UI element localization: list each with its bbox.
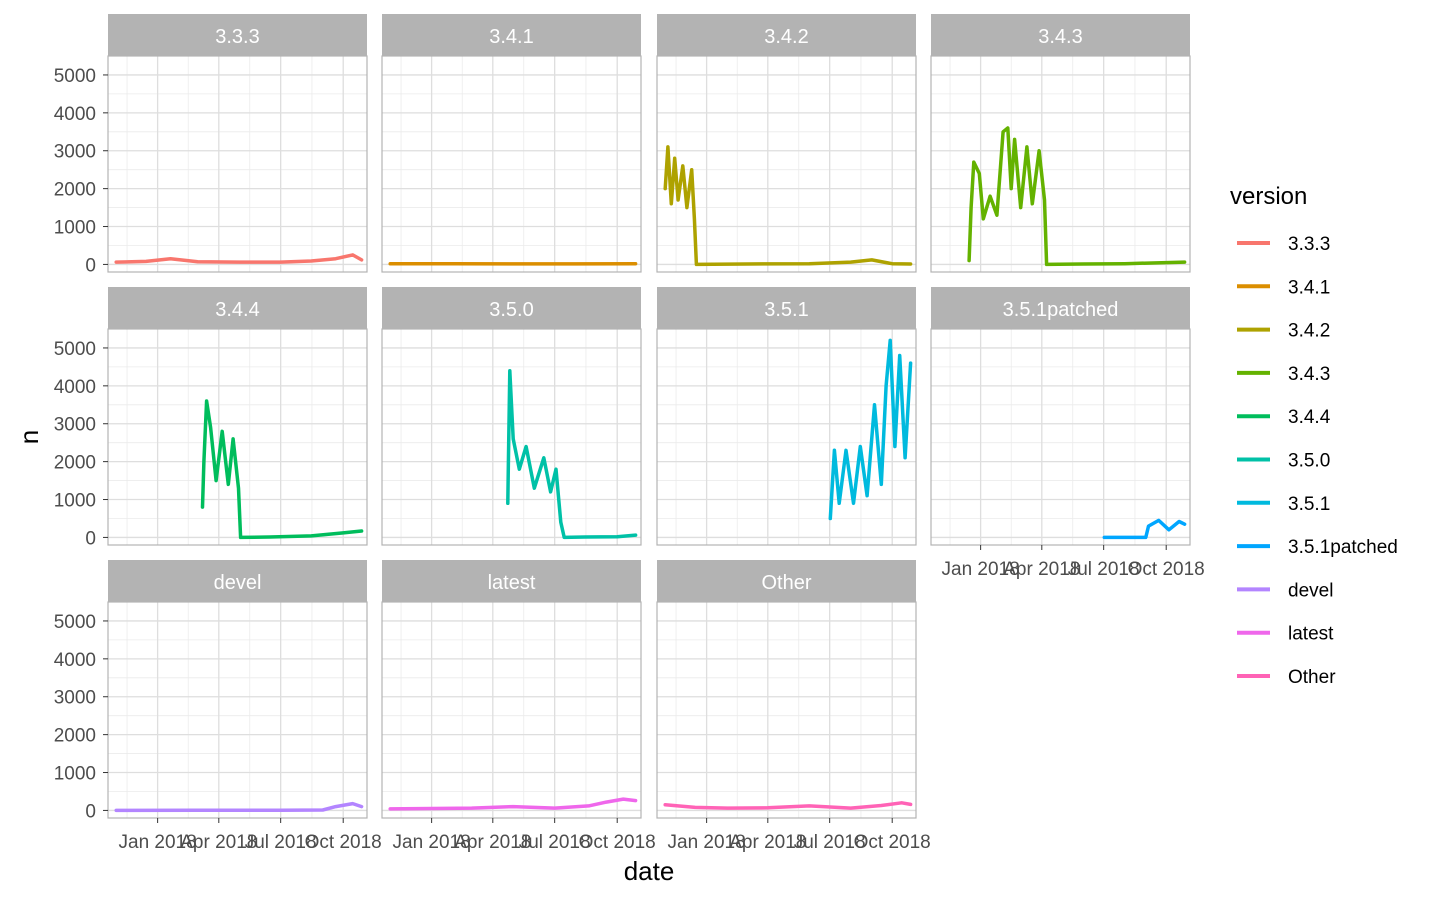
facet-strip-label: Other — [761, 572, 811, 594]
facet-panel: 3.3.3 0 1000 2000 3000 4000 5000 — [54, 14, 367, 276]
x-tick-label: Oct 2018 — [579, 832, 656, 853]
legend-label: 3.4.1 — [1288, 277, 1330, 298]
x-tick-label: Oct 2018 — [854, 832, 931, 853]
legend-title: version — [1230, 183, 1307, 210]
legend-label: 3.5.1patched — [1288, 537, 1398, 558]
facet-strip-label: devel — [214, 572, 262, 594]
y-tick-label: 5000 — [54, 66, 96, 87]
legend-label: 3.4.2 — [1288, 321, 1330, 342]
facet-panel: 3.5.1 — [657, 287, 916, 545]
panel-background — [108, 329, 367, 545]
y-tick-label: 0 — [85, 255, 96, 276]
legend-label: devel — [1288, 580, 1333, 601]
facet-strip-label: 3.4.3 — [1038, 26, 1082, 48]
legend-item: 3.4.3 — [1237, 364, 1330, 385]
legend-item: devel — [1237, 580, 1333, 601]
x-tick-label: Oct 2018 — [305, 832, 382, 853]
y-tick-label: 0 — [85, 528, 96, 549]
legend-item: latest — [1237, 624, 1334, 645]
facet-strip-label: 3.4.1 — [489, 26, 533, 48]
legend-item: 3.4.1 — [1237, 277, 1330, 298]
facet-panel: 3.4.2 — [657, 14, 916, 272]
x-tick-label: Oct 2018 — [1128, 559, 1205, 580]
y-tick-label: 3000 — [54, 415, 96, 436]
legend-label: 3.5.0 — [1288, 451, 1330, 472]
facet-strip-label: 3.5.1 — [764, 299, 808, 321]
legend-item: 3.4.4 — [1237, 407, 1331, 428]
panel-background — [382, 56, 641, 272]
panel-background — [108, 602, 367, 818]
legend-item: Other — [1237, 667, 1336, 688]
legend-item: 3.5.1 — [1237, 494, 1330, 515]
y-tick-label: 4000 — [54, 650, 96, 671]
y-tick-label: 0 — [85, 801, 96, 822]
facet-strip-label: latest — [488, 572, 536, 594]
y-tick-label: 2000 — [54, 180, 96, 201]
legend-item: 3.4.2 — [1237, 321, 1330, 342]
y-tick-label: 5000 — [54, 339, 96, 360]
y-tick-label: 4000 — [54, 377, 96, 398]
legend-label: 3.5.1 — [1288, 494, 1330, 515]
y-tick-label: 1000 — [54, 764, 96, 785]
panel-background — [657, 602, 916, 818]
legend-label: latest — [1288, 624, 1334, 645]
y-tick-label: 1000 — [54, 218, 96, 239]
facet-strip-label: 3.4.2 — [764, 26, 808, 48]
panel-background — [931, 329, 1190, 545]
panel-background — [382, 602, 641, 818]
facet-panel: 3.4.3 — [931, 14, 1190, 272]
facet-strip-label: 3.5.0 — [489, 299, 533, 321]
facet-panel: 3.5.0 — [382, 287, 641, 545]
y-tick-label: 2000 — [54, 453, 96, 474]
facet-strip-label: 3.3.3 — [215, 26, 259, 48]
legend-label: Other — [1288, 667, 1336, 688]
panel-background — [108, 56, 367, 272]
y-tick-label: 3000 — [54, 142, 96, 163]
y-tick-label: 2000 — [54, 726, 96, 747]
y-tick-label: 5000 — [54, 612, 96, 633]
legend-label: 3.4.4 — [1288, 407, 1331, 428]
legend-label: 3.4.3 — [1288, 364, 1330, 385]
legend-item: 3.3.3 — [1237, 234, 1330, 255]
legend-item: 3.5.0 — [1237, 451, 1330, 472]
facet-strip-label: 3.5.1patched — [1003, 299, 1119, 321]
legend-label: 3.3.3 — [1288, 234, 1330, 255]
facet-panel: 3.4.1 — [382, 14, 641, 272]
legend: 3.3.3 3.4.1 3.4.2 3.4.3 3.4.4 3.5.0 3.5.1 3.5.1… — [1237, 234, 1398, 688]
facet-strip-label: 3.4.4 — [215, 299, 259, 321]
y-tick-label: 4000 — [54, 104, 96, 125]
y-tick-label: 3000 — [54, 688, 96, 709]
legend-item: 3.5.1patched — [1237, 537, 1398, 558]
x-axis-title: date — [624, 856, 675, 886]
y-tick-label: 1000 — [54, 491, 96, 512]
y-axis-title: n — [14, 430, 44, 444]
facet-panel: 3.4.4 0 1000 2000 3000 4000 5000 — [54, 287, 367, 549]
